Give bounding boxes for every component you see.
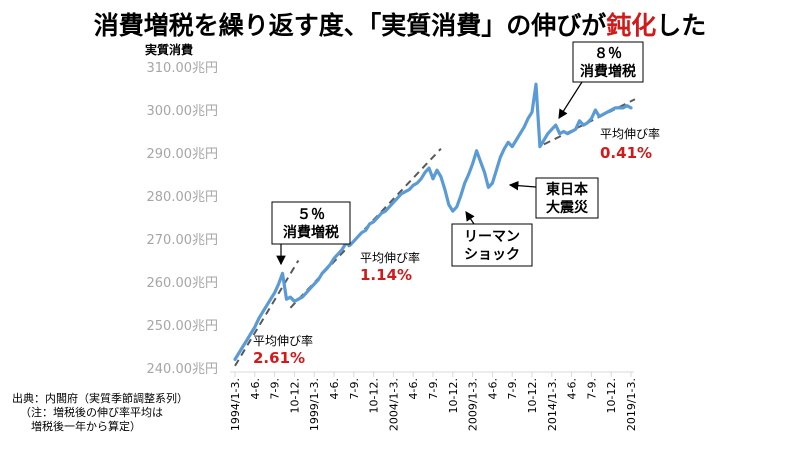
chart-title: 消費増税を繰り返す度、「実質消費」の伸びが鈍化した [0, 6, 800, 42]
x-tick-label: 10-12. [605, 378, 618, 413]
title-text-before: 消費増税を繰り返す度、「実質消費」の伸びが [93, 11, 607, 40]
rate-label-2: 平均伸び率 [360, 250, 420, 265]
source-note-line2: （注：増税後の伸び率平均は [20, 405, 163, 419]
x-tick-label: 10-12. [447, 378, 460, 413]
x-tick-label: 7-9. [269, 378, 282, 399]
title-text-after: した [656, 11, 707, 40]
annotation-earthquake-arrow [508, 180, 537, 191]
source-note-line3: 増税後一年から算定） [20, 419, 141, 433]
x-tick-label: 10-12. [368, 378, 381, 413]
rate-value-3: 0.41% [600, 144, 652, 162]
rate-label-3: 平均伸び率 [600, 126, 660, 141]
annotation-8pct-tax-hike: ８％ 消費増税 [558, 41, 644, 120]
x-tick-label: 10-12. [526, 378, 539, 413]
y-tick-label: 260.00兆円 [147, 276, 219, 291]
x-tick-label: 10-12. [288, 378, 301, 413]
annotation-lehman-line1: リーマン [464, 229, 520, 245]
annotation-5pct-line2: 消費増税 [283, 224, 339, 241]
y-tick-label: 250.00兆円 [147, 319, 219, 334]
trend-line [234, 259, 300, 367]
x-tick-label: 2014/1-3. [546, 378, 559, 431]
x-tick-label: 7-9. [506, 378, 519, 399]
y-tick-label: 300.00兆円 [147, 104, 219, 119]
x-tick-label: 2004/1-3. [387, 378, 400, 431]
annotation-8pct-box [572, 41, 644, 83]
source-note-line1: 出典：内閣府（実質季節調整系列） [12, 391, 188, 405]
x-tick-label: 7-9. [348, 378, 361, 399]
x-tick-label: 4-6. [486, 378, 499, 399]
annotation-5pct-box [271, 201, 351, 245]
annotation-earthquake-box [535, 177, 599, 219]
x-tick-label: 4-6. [249, 378, 262, 399]
x-tick-label: 7-9. [427, 378, 440, 399]
annotation-5pct-tax-hike: ５％ 消費増税 [271, 201, 351, 266]
x-axis-ticks: 1994/1-3. 4-6. 7-9. 10-12. 1999/1-3. 4-6. 7-9.… [229, 378, 638, 431]
annotation-8pct-line1: ８％ [594, 46, 622, 62]
x-axis-tick-marks [234, 372, 632, 377]
x-tick-label: 1994/1-3. [229, 378, 242, 431]
x-tick-label: 4-6. [328, 378, 341, 399]
annotation-earthquake-line1: 東日本 [546, 181, 589, 198]
x-tick-label: 7-9. [585, 378, 598, 399]
x-tick-label: 1999/1-3. [308, 378, 321, 431]
annotation-lehman-arrow [465, 211, 475, 225]
x-tick-label: 2009/1-3. [467, 378, 480, 431]
y-tick-label: 280.00兆円 [147, 190, 219, 205]
annotation-earthquake-line2: 大震災 [546, 199, 589, 216]
x-tick-label: 4-6. [566, 378, 579, 399]
consumption-series [233, 82, 633, 361]
x-tick-label: 4-6. [407, 378, 420, 399]
annotation-5pct-line1: ５％ [297, 207, 325, 223]
annotation-lehman-box [451, 223, 533, 267]
y-axis-ticks: 240.00兆円 250.00兆円 260.00兆円 270.00兆円 280.00兆円… [147, 61, 219, 377]
y-tick-label: 310.00兆円 [147, 61, 219, 76]
annotation-8pct-line2: 消費増税 [580, 63, 636, 80]
annotation-lehman-line2: ショック [464, 247, 520, 263]
x-tick-label: 2019/1-3. [625, 378, 638, 431]
y-axis-label: 実質消費 [145, 42, 193, 57]
rate-label-1: 平均伸び率 [253, 333, 313, 348]
annotation-earthquake: 東日本 大震災 [508, 177, 599, 219]
y-tick-label: 290.00兆円 [147, 147, 219, 162]
y-tick-label: 270.00兆円 [147, 233, 219, 248]
rate-value-2: 1.14% [360, 266, 412, 284]
rate-value-1: 2.61% [253, 349, 305, 367]
annotation-8pct-arrow [558, 81, 583, 120]
title-text-accent: 鈍化 [606, 11, 657, 40]
annotation-lehman-shock: リーマン ショック [451, 211, 533, 267]
y-tick-label: 240.00兆円 [147, 362, 219, 377]
